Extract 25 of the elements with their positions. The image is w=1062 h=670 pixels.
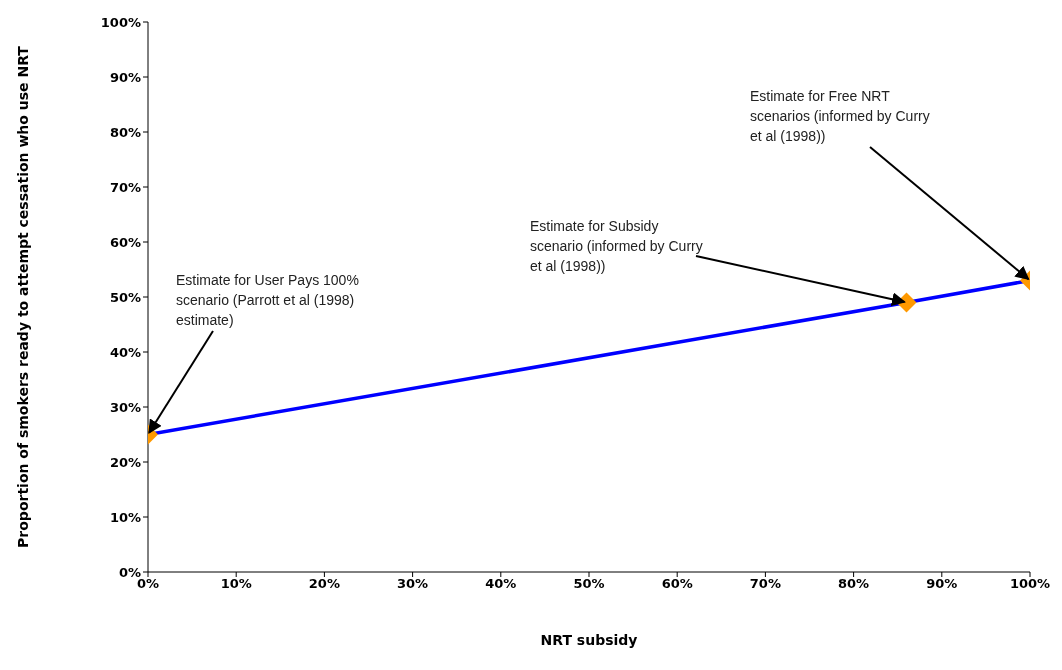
x-tick-label: 80%: [838, 576, 870, 592]
y-tick-label: 90%: [109, 69, 141, 85]
y-axis-title: Proportion of smokers ready to attempt cessation who use NRT: [14, 45, 32, 550]
x-tick-label: 90%: [926, 576, 958, 592]
y-tick-label: 10%: [109, 509, 141, 525]
x-tick-label: 40%: [485, 576, 517, 592]
y-tick-label: 70%: [109, 179, 141, 195]
x-tick-label: 70%: [749, 576, 781, 592]
x-tick-label: 60%: [661, 576, 693, 592]
annotation: Estimate for Free NRT scenarios (informed by Curry et al (1998)): [750, 87, 930, 146]
y-tick-label: 30%: [109, 399, 141, 415]
y-tick-label: 50%: [109, 289, 141, 305]
annotation: Estimate for Subsidy scenario (informed by Curry et al (1998)): [530, 217, 704, 276]
y-tick-label: 60%: [109, 234, 141, 250]
x-tick-label: 20%: [308, 576, 340, 592]
x-tick-label: 10%: [220, 576, 252, 592]
y-tick-label: 40%: [109, 344, 141, 360]
y-tick-label: 20%: [109, 454, 141, 470]
x-axis-title: NRT subsidy: [539, 632, 639, 648]
x-tick-label: 30%: [397, 576, 429, 592]
x-tick-label: 100%: [1009, 576, 1051, 592]
annotation: Estimate for User Pays 100% scenario (Parrott et al (1998) estimate): [176, 271, 360, 330]
x-tick-label: 50%: [573, 576, 605, 592]
y-tick-label: 100%: [100, 14, 141, 30]
y-tick-label: 80%: [109, 124, 141, 140]
